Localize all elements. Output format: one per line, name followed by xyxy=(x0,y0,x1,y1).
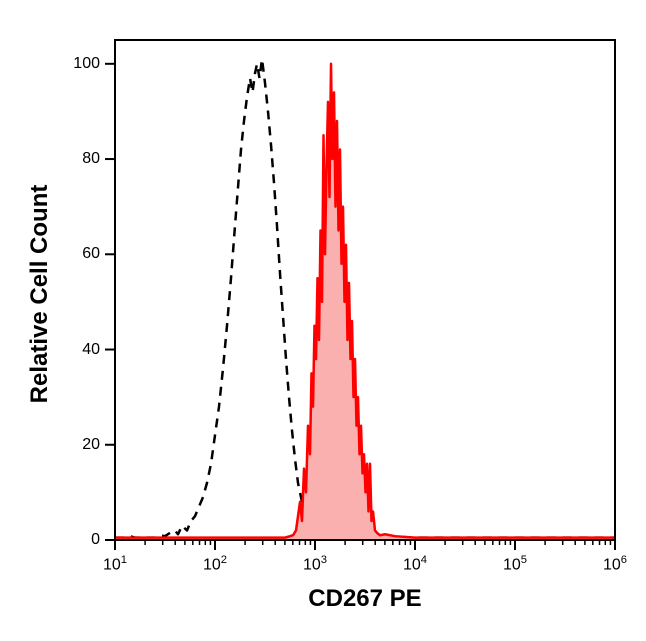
chart-container: Relative Cell Count CD267 PE 02040608010… xyxy=(0,0,646,641)
plot-area xyxy=(0,0,646,641)
